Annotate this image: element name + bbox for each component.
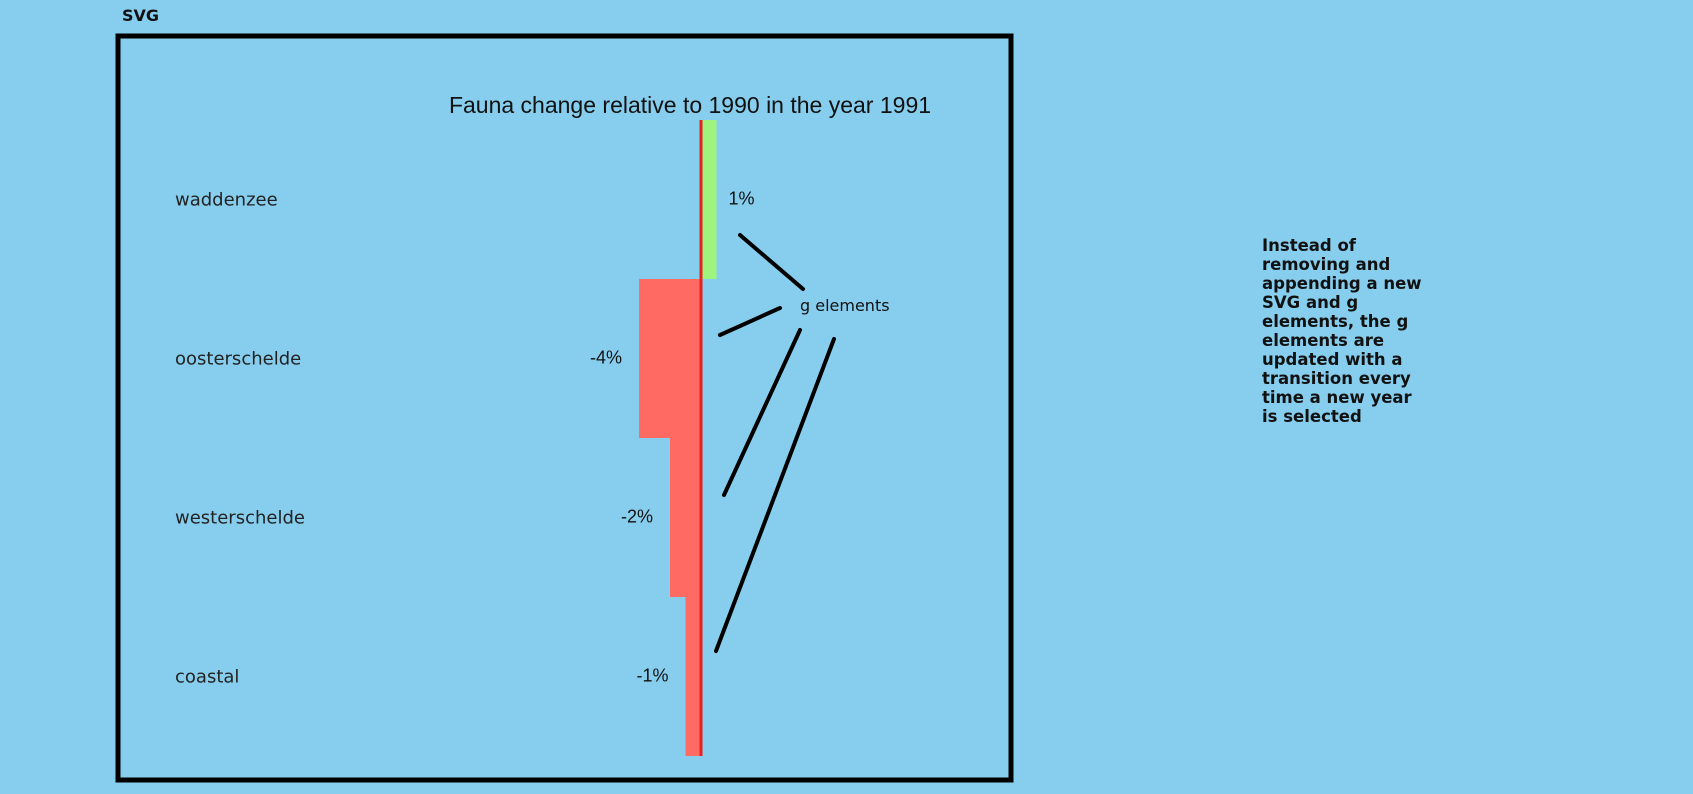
- annotation-lines: [714, 233, 836, 653]
- pointer-line: [722, 328, 802, 497]
- value-label: -2%: [621, 507, 653, 527]
- rows-group: waddenzee 1% oosterschelde -4% westerschelde…: [175, 120, 755, 756]
- bar-oosterschelde: [639, 279, 701, 438]
- category-label: waddenzee: [175, 190, 278, 211]
- pointer-line: [738, 233, 805, 291]
- bar-westerschelde: [670, 438, 701, 597]
- category-label: westerschelde: [175, 508, 305, 529]
- value-label: -1%: [636, 666, 668, 686]
- pointer-line: [714, 337, 836, 653]
- category-label: oosterschelde: [175, 349, 301, 370]
- explanation-note: Instead of removing and appending a new …: [1262, 236, 1422, 426]
- chart-title: Fauna change relative to 1990 in the yea…: [449, 92, 931, 118]
- bar-coastal: [685, 597, 701, 756]
- svg-frame: [115, 33, 1014, 783]
- pointer-line: [718, 306, 782, 337]
- category-label: coastal: [175, 667, 239, 688]
- value-label: 1%: [729, 189, 755, 209]
- value-label: -4%: [590, 348, 622, 368]
- bar-waddenzee: [701, 120, 717, 279]
- g-elements-label: g elements: [800, 296, 890, 315]
- svg-label: SVG: [122, 6, 160, 25]
